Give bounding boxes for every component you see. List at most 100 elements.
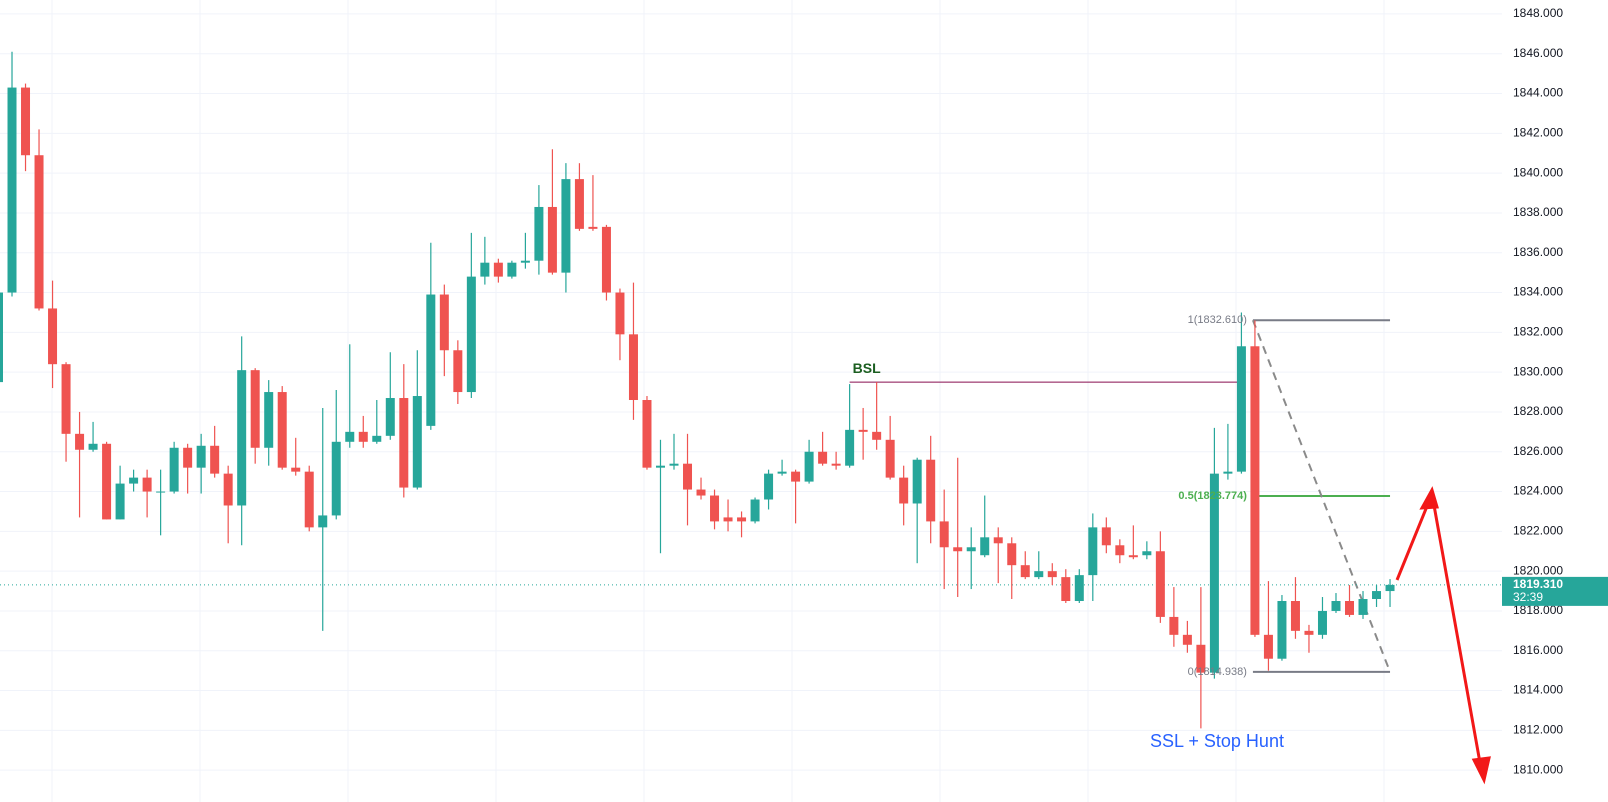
candle-body (426, 294, 436, 426)
candle-body (764, 473, 774, 500)
candle-body (1385, 584, 1395, 592)
candle-body (939, 521, 949, 548)
y-tick-label: 1810.000 (1513, 762, 1563, 776)
candle-body (561, 179, 571, 273)
candle-body (1020, 565, 1030, 578)
last-price-box (1502, 576, 1608, 606)
candle-body (1155, 551, 1165, 617)
grid (0, 0, 1502, 802)
candle-body (1317, 610, 1327, 635)
candle-body (831, 463, 841, 466)
y-tick-label: 1812.000 (1513, 723, 1563, 737)
candle-body (196, 445, 206, 468)
candle-body (34, 155, 44, 309)
candle-body (723, 517, 733, 522)
ssl-annotation: SSL + Stop Hunt (1150, 731, 1284, 751)
candle-body (966, 547, 976, 552)
candle-body (777, 471, 787, 474)
candle-body (696, 489, 706, 496)
candle-body (412, 396, 422, 488)
candle-body (1209, 473, 1219, 673)
arrow-head (1419, 486, 1439, 510)
candle-body (439, 294, 449, 351)
candle-body (385, 398, 395, 436)
y-tick-label: 1824.000 (1513, 484, 1563, 498)
candle-body (1074, 575, 1084, 602)
candle-body (601, 226, 611, 293)
candle-body (291, 467, 301, 472)
candle-body (615, 292, 625, 335)
candle-body (858, 429, 868, 432)
candle-body (926, 459, 936, 522)
candle-body (48, 308, 58, 365)
candle-body (1236, 346, 1246, 472)
candle-body (1358, 599, 1368, 615)
candle-body (61, 364, 71, 434)
candle-body (804, 451, 814, 482)
candle-body (142, 477, 152, 492)
candle-body (791, 471, 801, 482)
candle-body (710, 495, 720, 522)
candle-body (466, 276, 476, 393)
candle-body (237, 370, 247, 506)
y-tick-label: 1816.000 (1513, 643, 1563, 657)
candle-body (1372, 591, 1382, 600)
candle-body (1115, 545, 1125, 556)
labels: BSL 1(1832.610) 0.5(1823.774) 0(1814.938) SS… (853, 314, 1284, 751)
candle-body (899, 477, 909, 504)
y-tick-label: 1820.000 (1513, 563, 1563, 577)
candle-body (980, 537, 990, 556)
candle-body (1277, 601, 1287, 659)
candle-body (1088, 527, 1098, 576)
candle-body (1142, 551, 1152, 556)
candle-body (183, 447, 193, 468)
candle-body (845, 429, 855, 466)
candle-body (588, 226, 598, 229)
candle-body (507, 262, 517, 277)
candle-body (21, 87, 31, 156)
candle-body (277, 392, 287, 468)
candle-body (534, 206, 544, 261)
candle-body (1007, 543, 1017, 566)
candle-body (7, 87, 17, 293)
y-tick-label: 1822.000 (1513, 524, 1563, 538)
price-axis: 1848.000 1846.000 1844.000 1842.000 1840.000… (1502, 6, 1608, 776)
fib-label: 0.5(1823.774) (1178, 490, 1247, 502)
candle-body (88, 443, 98, 450)
candle-body (1250, 346, 1260, 635)
y-tick-label: 1834.000 (1513, 285, 1563, 299)
candle-body (264, 392, 274, 448)
candle-body (250, 370, 260, 448)
candle-body (1101, 527, 1111, 546)
countdown: 32:39 (1513, 590, 1543, 604)
candle-body (0, 292, 3, 383)
bsl-label: BSL (853, 360, 881, 376)
candle-body (1169, 616, 1179, 635)
candle-body (1304, 630, 1314, 635)
y-tick-label: 1844.000 (1513, 86, 1563, 100)
candle-body (1128, 555, 1138, 558)
candle-body (156, 491, 166, 493)
candle-body (399, 398, 409, 488)
projection-arrows (1395, 486, 1491, 785)
candle-body (223, 473, 233, 506)
candle-body (129, 477, 139, 484)
y-tick-label: 1848.000 (1513, 6, 1563, 20)
candle-body (345, 431, 355, 442)
candle-body (210, 445, 220, 474)
candle-body (1290, 601, 1300, 631)
candle-body (628, 334, 638, 401)
candle-body (102, 443, 112, 520)
candle-body (520, 260, 530, 263)
y-tick-label: 1836.000 (1513, 245, 1563, 259)
y-tick-label: 1830.000 (1513, 364, 1563, 378)
fib-label: 1(1832.610) (1188, 314, 1247, 326)
candle-body (169, 447, 179, 492)
candle-body (318, 515, 328, 528)
candle-body (372, 435, 382, 442)
y-tick-label: 1814.000 (1513, 683, 1563, 697)
candle-body (953, 547, 963, 552)
candle-body (1223, 471, 1233, 474)
y-tick-label: 1826.000 (1513, 444, 1563, 458)
